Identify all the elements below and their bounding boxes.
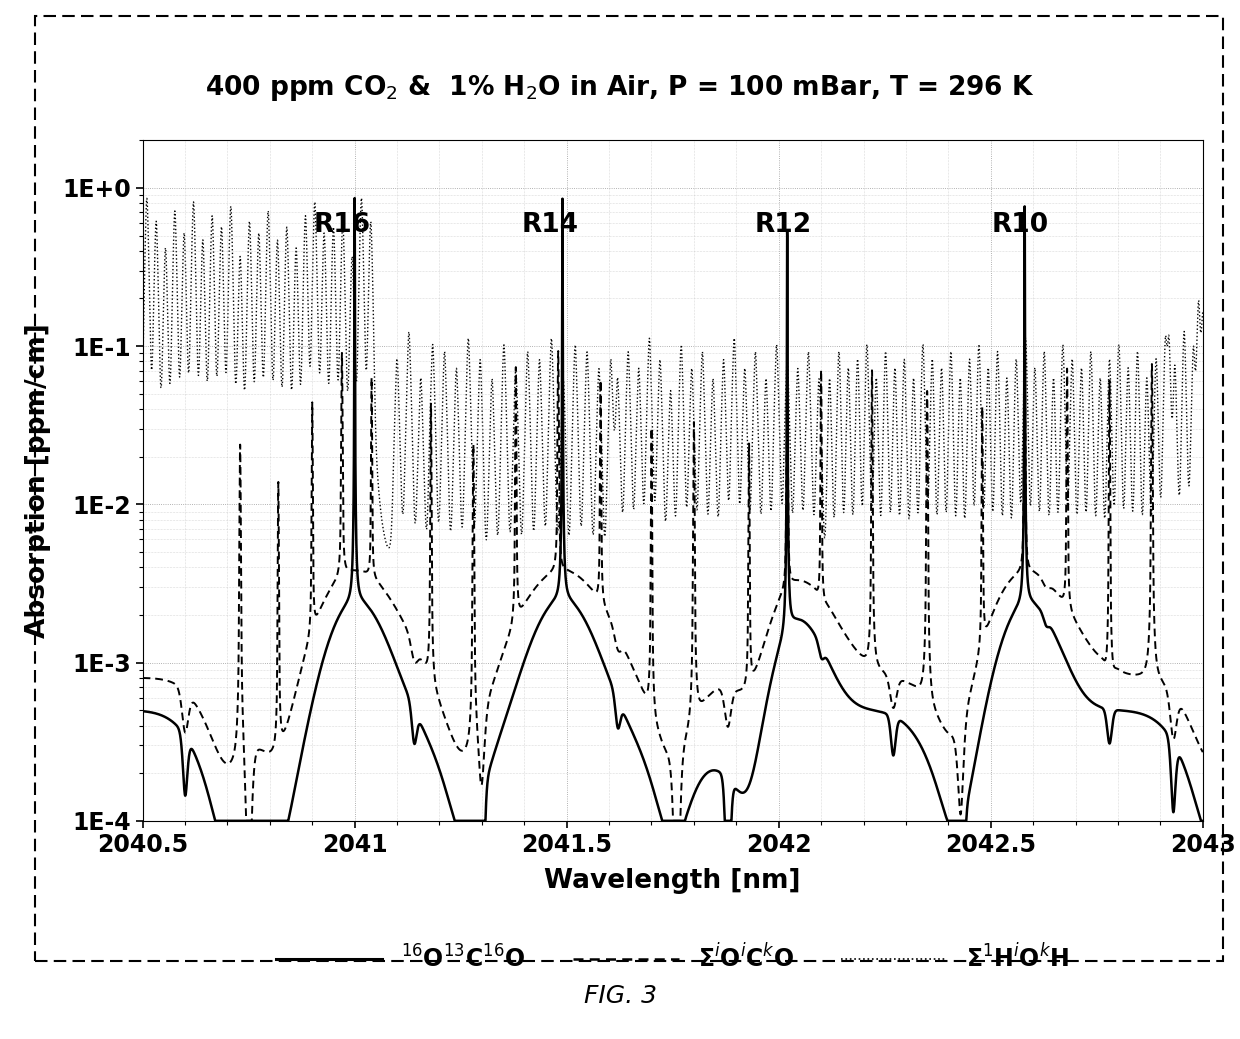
Text: R10: R10: [992, 212, 1049, 238]
X-axis label: Wavelength [nm]: Wavelength [nm]: [544, 868, 801, 894]
Y-axis label: Absorption [ppm/cm]: Absorption [ppm/cm]: [25, 323, 51, 638]
Text: R16: R16: [314, 212, 371, 238]
Text: R14: R14: [521, 212, 578, 238]
Text: 400 ppm CO$_2$ &  1% H$_2$O in Air, P = 100 mBar, T = 296 K: 400 ppm CO$_2$ & 1% H$_2$O in Air, P = 1…: [205, 74, 1035, 103]
Legend: $^{16}$O$^{13}$C$^{16}$O, Σ$^i$O$^i$C$^k$O, Σ$^1$H$^i$O$^k$H: $^{16}$O$^{13}$C$^{16}$O, Σ$^i$O$^i$C$^k…: [267, 935, 1079, 982]
Text: R12: R12: [754, 212, 811, 238]
Text: FIG. 3: FIG. 3: [584, 984, 656, 1008]
